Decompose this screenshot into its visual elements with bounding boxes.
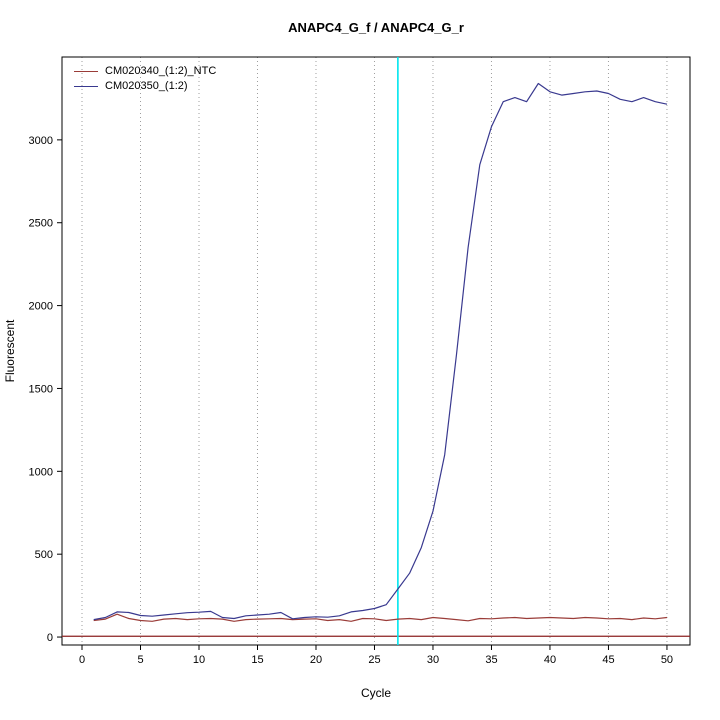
y-tick-label: 0 — [47, 632, 53, 644]
y-tick-label: 1500 — [29, 383, 53, 395]
y-tick-label: 2000 — [29, 301, 53, 313]
legend-label-sample: CM020350_(1:2) — [105, 80, 188, 92]
legend-label-ntc: CM020340_(1:2)_NTC — [105, 65, 217, 77]
y-tick-label: 2500 — [29, 218, 53, 230]
x-tick-label: 40 — [544, 654, 556, 666]
legend: CM020340_(1:2)_NTC CM020350_(1:2) — [74, 64, 216, 94]
x-tick-label: 50 — [661, 654, 673, 666]
x-axis-label: Cycle — [360, 686, 391, 700]
y-tick-label: 3000 — [29, 135, 53, 147]
x-tick-label: 15 — [251, 654, 263, 666]
y-tick-label: 1000 — [29, 466, 53, 478]
y-axis-label: Fluorescent — [3, 319, 17, 383]
x-tick-label: 0 — [79, 654, 85, 666]
plot-border — [61, 56, 691, 646]
x-tick-label: 35 — [485, 654, 497, 666]
chart-title: ANAPC4_G_f / ANAPC4_G_r — [288, 20, 464, 35]
series-line-0 — [93, 613, 668, 622]
x-tick-label: 30 — [427, 654, 439, 666]
series-line-1 — [93, 82, 668, 621]
x-tick-label: 10 — [193, 654, 205, 666]
x-tick-label: 45 — [602, 654, 614, 666]
x-tick-label: 20 — [310, 654, 322, 666]
legend-item-sample: CM020350_(1:2) — [74, 79, 216, 94]
y-tick-label: 500 — [35, 549, 53, 561]
x-tick-label: 25 — [368, 654, 380, 666]
legend-line-swatch-red — [74, 71, 98, 72]
x-tick-label: 5 — [137, 654, 143, 666]
legend-line-swatch-blue — [74, 86, 98, 87]
legend-item-ntc: CM020340_(1:2)_NTC — [74, 64, 216, 79]
